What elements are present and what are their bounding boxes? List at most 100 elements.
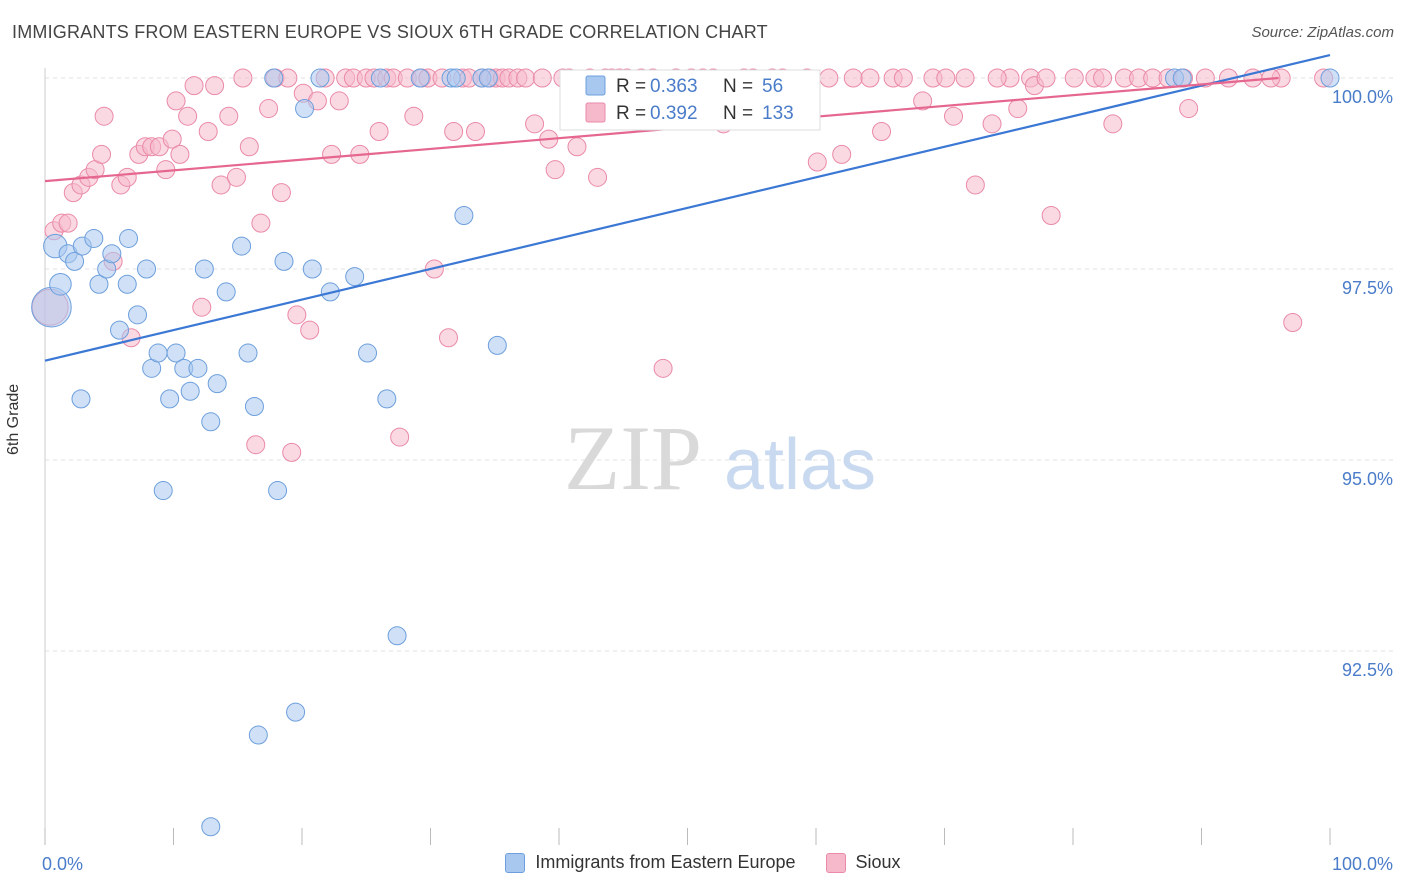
legend-r-label: R = [616, 103, 646, 124]
scatter-point [71, 389, 91, 409]
y-tick-label: 92.5% [1342, 660, 1393, 680]
scatter-point [170, 144, 190, 164]
scatter-point [282, 442, 302, 462]
scatter-point [358, 343, 378, 363]
scatter-point [119, 228, 139, 248]
watermark-zip: ZIP [564, 407, 702, 509]
scatter-point [819, 68, 839, 88]
scatter-point [153, 481, 173, 501]
scatter-point [89, 274, 109, 294]
scatter-point [982, 114, 1002, 134]
legend-n-label: N = [723, 103, 753, 124]
scatter-point [545, 160, 565, 180]
scatter-point [387, 626, 407, 646]
scatter-point [166, 343, 186, 363]
scatter-point [1103, 114, 1123, 134]
scatter-point [872, 121, 892, 141]
scatter-point [184, 76, 204, 96]
scatter-point [1172, 68, 1192, 88]
scatter-point [102, 244, 122, 264]
scatter-point [532, 68, 552, 88]
scatter-point [49, 272, 72, 296]
series-legend: Immigrants from Eastern Europe Sioux [0, 852, 1406, 873]
y-tick-label: 97.5% [1342, 278, 1393, 298]
scatter-point [232, 236, 252, 256]
scatter-point [1008, 99, 1028, 119]
scatter-point [201, 817, 221, 837]
watermark: ZIP atlas [564, 407, 876, 509]
scatter-point [148, 343, 168, 363]
scatter-point [588, 167, 608, 187]
scatter-point [478, 68, 498, 88]
scatter-point [525, 114, 545, 134]
scatter-point [1320, 68, 1340, 88]
scatter-point [65, 251, 85, 271]
trend-line-eastern-europe [44, 54, 1331, 362]
scatter-point [137, 259, 157, 279]
scatter-point [84, 228, 104, 248]
scatter-point [913, 91, 933, 111]
scatter-point [162, 129, 182, 149]
legend-r-value: 0.392 [650, 103, 698, 124]
scatter-point [188, 358, 208, 378]
scatter-point [1093, 68, 1113, 88]
legend-label-eastern-europe: Immigrants from Eastern Europe [535, 852, 796, 872]
legend-n-value: 133 [762, 103, 794, 124]
chart-title: IMMIGRANTS FROM EASTERN EUROPE VS SIOUX … [12, 22, 768, 42]
scatter-point [264, 68, 284, 88]
scatter-point [1179, 99, 1199, 119]
scatter-point [955, 68, 975, 88]
scatter-point [226, 167, 246, 187]
scatter-point [987, 68, 1007, 88]
scatter-point [345, 267, 365, 287]
scatter-point [244, 397, 264, 417]
scatter-point [58, 213, 78, 233]
legend-label-sioux: Sioux [855, 852, 901, 872]
scatter-point [465, 121, 485, 141]
y-tick-label: 100.0% [1332, 87, 1393, 107]
legend-n-label: N = [723, 76, 753, 97]
source-label[interactable]: Source: ZipAtlas.com [1251, 24, 1394, 41]
scatter-point [446, 68, 466, 88]
scatter-point [295, 99, 315, 119]
scatter-point [943, 106, 963, 126]
scatter-point [1283, 312, 1303, 332]
x-tick-label: 0.0% [42, 854, 83, 874]
x-axis-tick-labels: 0.0% 100.0% [42, 854, 1393, 874]
scatter-point [1036, 68, 1056, 88]
scatter-point [117, 167, 137, 187]
scatter-point [377, 389, 397, 409]
eastern-europe-points [31, 68, 1340, 837]
scatter-point [110, 320, 130, 340]
scatter-point [516, 68, 536, 88]
scatter-point [274, 251, 294, 271]
scatter-point [268, 481, 288, 501]
scatter-point [1064, 68, 1084, 88]
scatter-point [329, 91, 349, 111]
scatter-point [390, 427, 410, 447]
scatter-point [198, 121, 218, 141]
scatter-point [238, 343, 258, 363]
scatter-point [832, 144, 852, 164]
legend-item-sioux[interactable]: Sioux [825, 852, 901, 873]
scatter-point [271, 183, 291, 203]
scatter-point [128, 305, 148, 325]
legend-item-eastern-europe[interactable]: Immigrants from Eastern Europe [505, 852, 796, 873]
x-axis-ticks [44, 828, 1331, 845]
scatter-point [369, 121, 389, 141]
scatter-point [310, 68, 330, 88]
scatter-point [286, 702, 306, 722]
scatter-point [246, 435, 266, 455]
scatter-point [653, 358, 673, 378]
scatter-point [454, 206, 474, 226]
scatter-point [404, 106, 424, 126]
legend-swatch-blue [585, 75, 606, 96]
legend-swatch-pink [585, 102, 606, 123]
scatter-point [370, 68, 390, 88]
scatter-point [438, 328, 458, 348]
scatter-point [94, 106, 114, 126]
scatter-point [444, 121, 464, 141]
legend-n-value: 56 [762, 76, 783, 97]
scatter-point [487, 335, 507, 355]
scatter-point [178, 106, 198, 126]
